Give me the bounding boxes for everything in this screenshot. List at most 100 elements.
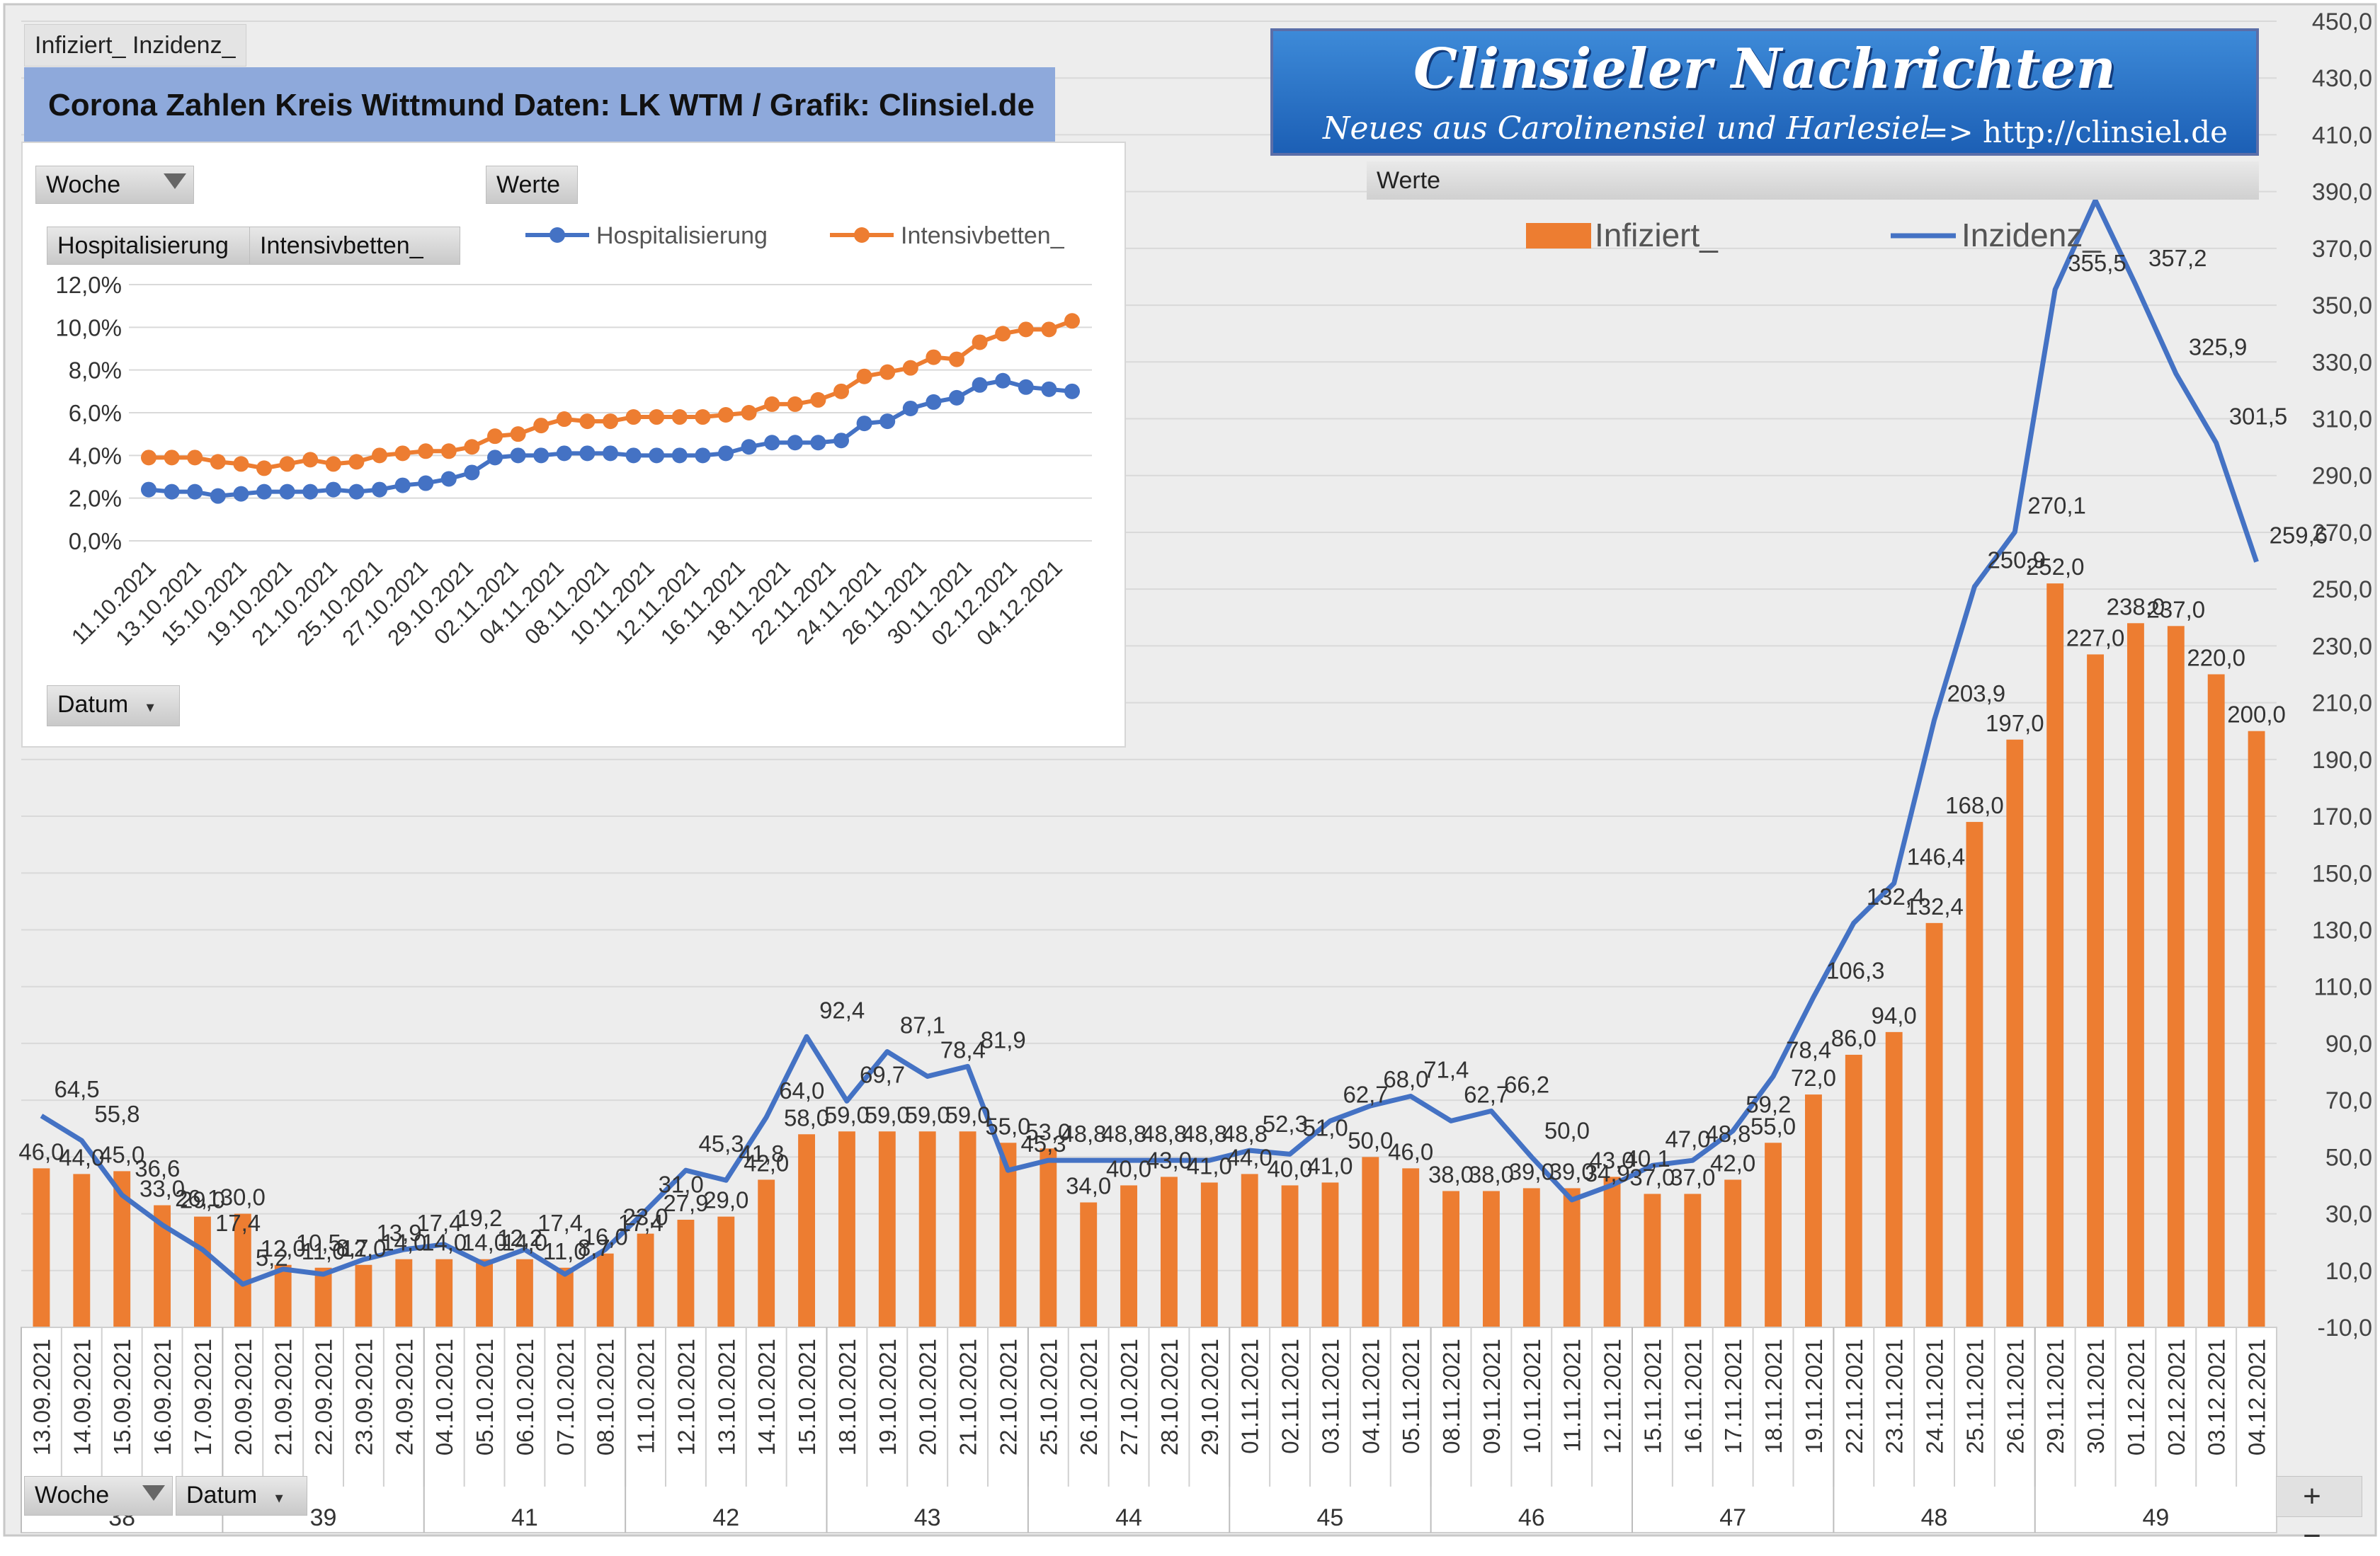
inset-point <box>440 443 457 459</box>
woche-filter-label: Woche <box>46 171 121 198</box>
line-data-label: 62,7 <box>1464 1081 1509 1107</box>
bar <box>1563 1188 1581 1327</box>
line-data-label: 62,7 <box>1343 1081 1388 1107</box>
x-tick-label: 24.11.2021 <box>1922 1339 1948 1454</box>
woche-bottom-button[interactable]: Woche <box>24 1476 173 1516</box>
inset-point <box>1041 381 1057 397</box>
y-tick-label: 110,0 <box>2313 974 2372 1001</box>
y-tick-label: 10,0 <box>2325 1258 2372 1285</box>
x-tick-label: 14.10.2021 <box>753 1339 780 1455</box>
x-tick-label: 14.09.2021 <box>69 1339 95 1455</box>
inset-point <box>741 405 757 421</box>
x-tick-label: 13.10.2021 <box>713 1339 739 1455</box>
inset-point <box>649 447 665 464</box>
bar <box>1442 1191 1460 1327</box>
inset-point <box>856 416 872 432</box>
x-tick-label: 29.11.2021 <box>2042 1339 2068 1454</box>
inset-point <box>741 439 757 455</box>
inset-point <box>718 407 734 423</box>
inset-point <box>810 391 826 408</box>
x-tick-label: 26.10.2021 <box>1076 1339 1102 1455</box>
bar-data-label: 14,0 <box>381 1230 426 1256</box>
zoom-controls[interactable]: + − <box>2276 1476 2362 1553</box>
woche-bottom-label: Woche <box>35 1482 110 1509</box>
bar <box>1765 1143 1782 1327</box>
x-tick-label: 08.10.2021 <box>593 1339 619 1455</box>
bar-data-label: 220,0 <box>2187 645 2245 671</box>
inset-point <box>972 334 988 350</box>
bar <box>1644 1194 1661 1327</box>
bar <box>2207 674 2225 1327</box>
line-data-label: 146,4 <box>1907 844 1966 870</box>
bar <box>73 1174 91 1327</box>
bar <box>1080 1202 1098 1327</box>
bar <box>476 1259 494 1327</box>
bar-data-label: 53,0 <box>1025 1119 1071 1145</box>
x-tick-label: 25.11.2021 <box>1961 1339 1988 1454</box>
inset-legend: Hospitalisierung Intensivbetten_ <box>525 222 1065 249</box>
datum-dropdown[interactable]: Datum <box>47 685 180 726</box>
line-data-label: 301,5 <box>2229 404 2288 430</box>
x-tick-label: 03.12.2021 <box>2204 1339 2230 1455</box>
week-label: 45 <box>1317 1504 1344 1531</box>
inset-point <box>995 326 1011 342</box>
line-data-label: 17,4 <box>537 1210 583 1236</box>
bar-data-label: 59,0 <box>945 1102 990 1128</box>
week-label: 46 <box>1518 1504 1545 1531</box>
x-tick-label: 05.10.2021 <box>472 1339 498 1455</box>
week-label: 44 <box>1115 1504 1142 1531</box>
inset-point <box>879 413 896 430</box>
inset-point <box>764 396 780 412</box>
woche-filter-button[interactable]: Woche <box>35 166 194 204</box>
bar-data-label: 50,0 <box>1348 1127 1393 1153</box>
field-hospitalisierung[interactable]: Hospitalisierung <box>47 227 259 265</box>
x-tick-label: 18.10.2021 <box>834 1339 860 1455</box>
bar <box>395 1259 413 1327</box>
bar-data-label: 58,0 <box>784 1104 829 1131</box>
field-tabs[interactable]: Infiziert_ Inzidenz_ <box>24 24 246 67</box>
line-data-label: 36,6 <box>135 1155 180 1182</box>
line-data-label: 41,8 <box>739 1140 784 1167</box>
x-tick-label: 03.11.2021 <box>1317 1339 1343 1454</box>
inset-point <box>995 372 1011 389</box>
bar-data-label: 40,0 <box>1106 1155 1151 1182</box>
line-data-label: 17,4 <box>618 1210 664 1236</box>
bar-data-label: 37,0 <box>1670 1164 1715 1190</box>
inset-point <box>1064 313 1080 329</box>
y-tick-label: 330,0 <box>2312 349 2372 376</box>
bar <box>1321 1182 1339 1327</box>
bar-data-label: 40,0 <box>1267 1155 1312 1182</box>
inset-legend-label-intens: Intensivbetten_ <box>901 222 1065 249</box>
bar <box>1402 1168 1420 1327</box>
bar-series-infiziert <box>33 583 2265 1328</box>
filter-icon <box>164 173 186 189</box>
inset-point <box>902 400 918 416</box>
line-data-label: 68,0 <box>1383 1066 1428 1092</box>
datum-bottom-dropdown[interactable]: Datum <box>176 1476 307 1516</box>
field-intensivbetten[interactable]: Intensivbetten_ <box>249 227 460 265</box>
inset-point <box>695 447 711 464</box>
line-data-label: 64,5 <box>54 1076 99 1102</box>
y-tick-label: 410,0 <box>2312 122 2372 149</box>
y-tick-label: 230,0 <box>2312 633 2372 660</box>
bar-data-label: 59,0 <box>905 1102 950 1128</box>
inset-point <box>510 426 526 442</box>
inset-point <box>187 450 203 466</box>
bar <box>918 1131 936 1327</box>
bar <box>838 1131 855 1327</box>
bar-data-label: 39,0 <box>1509 1158 1554 1184</box>
bar-data-label: 14,0 <box>462 1230 507 1256</box>
bar <box>878 1131 896 1327</box>
x-tick-label: 22.10.2021 <box>995 1339 1021 1455</box>
inset-point <box>187 484 203 500</box>
bar-data-label: 227,0 <box>2066 624 2125 651</box>
bar <box>959 1131 977 1327</box>
banner-logo: Clinsieler Nachrichten Neues aus Carolin… <box>1270 28 2259 156</box>
banner-subtitle: Neues aus Carolinensiel und Harlesiel <box>1323 110 1930 147</box>
y-tick-label: 170,0 <box>2312 803 2372 830</box>
y-tick-label: 390,0 <box>2312 179 2372 206</box>
inset-point <box>787 396 803 412</box>
inset-point <box>902 360 918 376</box>
inset-point <box>372 447 387 464</box>
main-legend: Infiziert_ Inzidenz_ <box>1526 217 2102 253</box>
